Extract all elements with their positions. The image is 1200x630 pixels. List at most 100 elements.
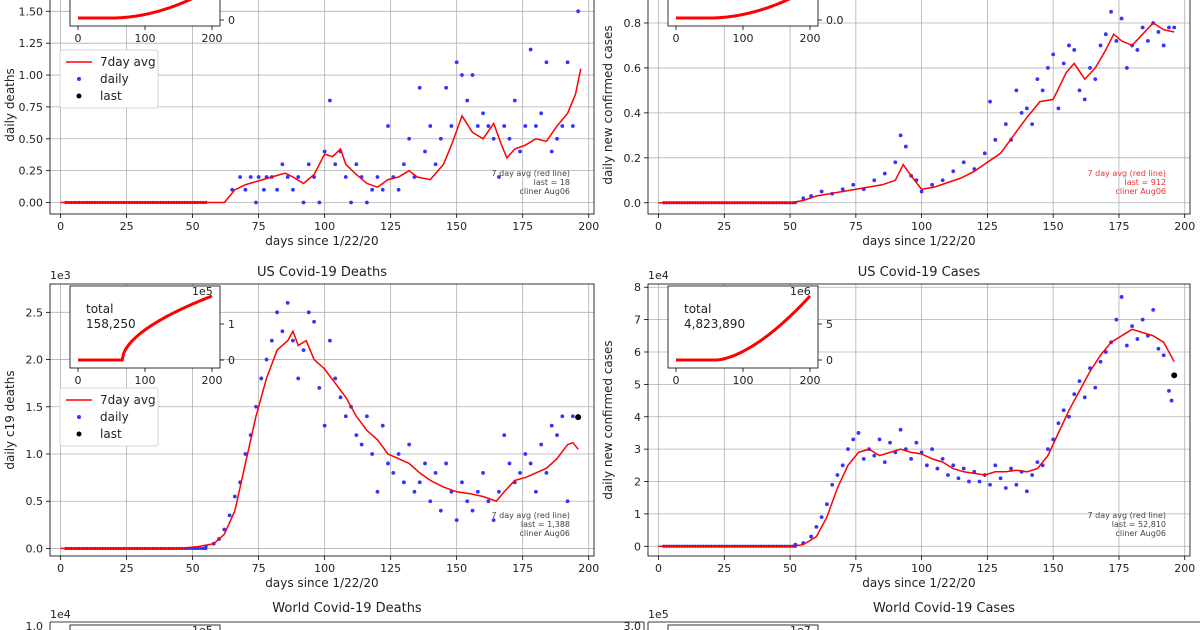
inset-y-tick-label: 0: [228, 354, 235, 367]
daily-point: [1077, 88, 1082, 93]
inset-scale-multiplier: 1e6: [790, 285, 811, 298]
daily-point: [835, 473, 840, 477]
legend-last-label: last: [100, 427, 122, 441]
x-tick-label: 75: [252, 220, 266, 233]
daily-point: [449, 124, 454, 128]
daily-point: [359, 442, 364, 447]
daily-point: [201, 546, 205, 551]
daily-point: [391, 470, 396, 475]
x-tick-label: 75: [849, 220, 863, 233]
x-axis-label: days since 1/22/20: [862, 576, 975, 590]
inset-frame: [69, 285, 221, 369]
legend-daily-label: daily: [100, 72, 129, 86]
daily-point: [1051, 437, 1056, 442]
legend-last-swatch: [76, 431, 82, 437]
daily-point: [1030, 473, 1035, 477]
inset-y-tick-label: 0: [826, 354, 833, 367]
x-tick-label: 100: [314, 220, 335, 233]
daily-point: [993, 463, 998, 468]
daily-point: [238, 175, 243, 179]
daily-point: [354, 433, 359, 438]
daily-point: [269, 338, 274, 343]
daily-point: [1130, 324, 1135, 328]
daily-point: [518, 149, 522, 154]
inset-total-value: 158,250: [86, 317, 136, 331]
inset-x-tick-label: 0: [673, 32, 680, 45]
y-tick-label: 0: [634, 540, 641, 553]
daily-point: [801, 196, 806, 201]
inset-chart: 0 100 200 0.0: [667, 0, 844, 45]
daily-point: [1003, 486, 1008, 490]
inset-total-label: total: [86, 302, 113, 316]
daily-point: [993, 137, 998, 142]
daily-point: [507, 136, 512, 141]
daily-point: [1151, 308, 1156, 312]
daily-point: [275, 310, 280, 315]
daily-point: [401, 162, 406, 167]
daily-point: [1172, 25, 1177, 30]
plot-frame: [647, 0, 1191, 215]
daily-point: [486, 499, 491, 504]
inset-cumulative-line: [676, 0, 791, 20]
daily-point: [338, 395, 343, 400]
avg-line: [60, 68, 582, 204]
daily-point: [259, 376, 264, 381]
chart-panel-5: World Covid-19 Cases 1e5 3.0 1e7: [624, 601, 1200, 630]
daily-point: [502, 433, 507, 438]
daily-point: [523, 452, 528, 456]
daily-point: [570, 414, 575, 419]
daily-point: [491, 518, 496, 523]
daily-point: [988, 482, 992, 487]
daily-point: [380, 423, 385, 428]
x-tick-label: 200: [1174, 220, 1195, 233]
legend-box: [59, 49, 159, 109]
daily-point: [1003, 122, 1008, 127]
y-axis-label: daily c19 deaths: [3, 370, 17, 469]
inset-scale-multiplier: 1e5: [192, 285, 213, 298]
inset-x-tick-label: 0: [673, 374, 680, 387]
y-tick-label: 5: [634, 378, 641, 391]
daily-point: [1077, 379, 1082, 384]
daily-point: [256, 175, 261, 179]
daily-point: [407, 136, 412, 141]
daily-point: [825, 502, 829, 507]
daily-point: [312, 319, 316, 324]
y-tick-label: 0.00: [19, 197, 44, 210]
chart-title: US Covid-19 Deaths: [257, 265, 387, 280]
daily-point: [549, 149, 554, 154]
daily-point: [1098, 43, 1103, 48]
daily-point: [935, 466, 940, 471]
daily-point: [1156, 30, 1161, 34]
daily-point: [264, 357, 269, 362]
daily-point: [417, 85, 422, 90]
daily-point: [280, 329, 285, 334]
daily-point: [951, 169, 956, 174]
x-tick-label: 50: [186, 562, 200, 575]
daily-point: [512, 98, 517, 103]
daily-point: [465, 499, 470, 504]
x-tick-label: 0: [655, 562, 662, 575]
legend-avg-label: 7day avg: [100, 55, 156, 69]
x-tick-label: 125: [977, 562, 998, 575]
y-tick-label: 4: [634, 411, 641, 424]
daily-point: [1161, 353, 1166, 358]
daily-point: [370, 187, 375, 192]
plot-frame: [647, 283, 1191, 557]
x-tick-label: 175: [512, 220, 533, 233]
daily-point: [961, 466, 966, 471]
daily-point: [930, 447, 935, 452]
daily-point: [988, 99, 992, 104]
daily-point: [306, 162, 311, 167]
note-line: last = 52,810: [1112, 520, 1166, 529]
daily-point: [1040, 88, 1045, 93]
daily-point: [460, 480, 464, 485]
plot-area: [60, 9, 582, 205]
x-tick-label: 100: [911, 220, 932, 233]
daily-point: [1135, 48, 1140, 52]
daily-point: [1035, 460, 1040, 464]
daily-point: [919, 189, 924, 194]
daily-point: [872, 453, 877, 458]
y-tick-label: 1.25: [19, 37, 44, 50]
daily-point: [396, 187, 401, 192]
